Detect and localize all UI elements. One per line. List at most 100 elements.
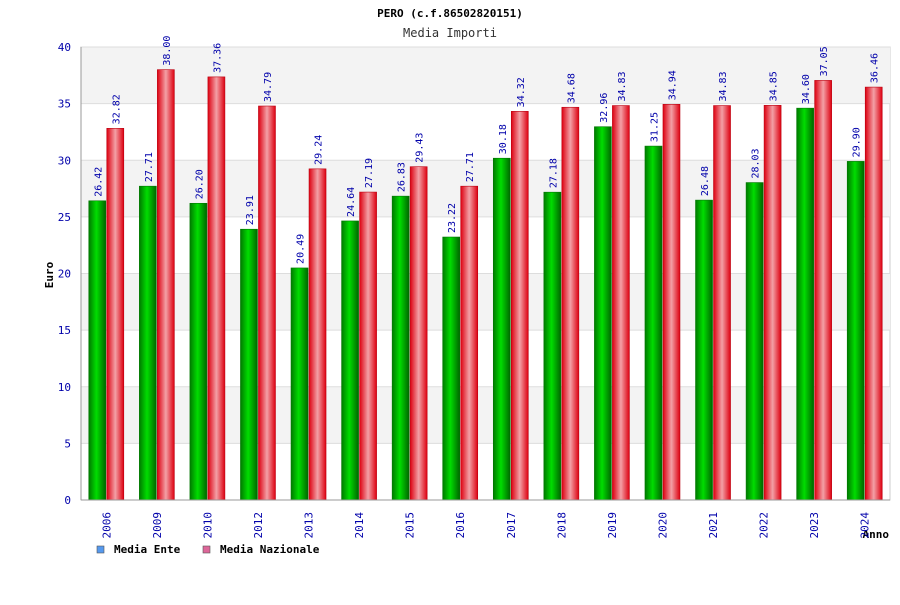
legend-swatch-media-nazionale	[202, 545, 211, 554]
bar-media-nazionale	[662, 104, 681, 501]
data-label-media-nazionale: 34.85	[769, 71, 780, 101]
x-tick-label: 2015	[404, 512, 417, 539]
bar-media-nazionale	[359, 191, 377, 501]
bar-media-ente	[88, 200, 107, 501]
bar-media-ente	[543, 191, 562, 501]
bar-media-nazionale	[157, 69, 175, 501]
bar-media-ente	[695, 199, 713, 501]
data-label-media-ente: 27.18	[548, 158, 559, 188]
x-tick-label: 2010	[201, 512, 214, 539]
data-label-media-ente: 26.48	[700, 166, 711, 196]
data-label-media-nazionale: 34.79	[263, 72, 274, 102]
legend: Media Ente Media Nazionale	[96, 543, 320, 556]
x-tick-label: 2012	[252, 512, 265, 539]
y-tick-label: 35	[58, 98, 71, 111]
data-label-media-nazionale: 37.36	[212, 43, 223, 73]
data-label-media-ente: 29.90	[852, 127, 863, 157]
data-label-media-nazionale: 34.83	[718, 71, 729, 101]
data-label-media-nazionale: 32.82	[111, 94, 122, 124]
data-label-media-ente: 31.25	[649, 112, 660, 142]
x-tick-label: 2020	[656, 512, 669, 539]
bar-media-ente	[341, 220, 359, 501]
x-tick-label: 2019	[606, 512, 619, 539]
data-label-media-nazionale: 34.68	[566, 73, 577, 103]
data-label-media-nazionale: 36.46	[870, 53, 881, 83]
bar-media-nazionale	[612, 105, 630, 501]
bar-media-nazionale	[409, 166, 428, 501]
x-axis-label: Anno	[863, 528, 890, 541]
data-label-media-ente: 23.91	[245, 195, 256, 225]
data-label-media-nazionale: 27.19	[364, 158, 375, 188]
x-tick-label: 2009	[151, 512, 164, 539]
y-axis-label: Euro	[43, 261, 56, 288]
x-tick-label: 2013	[303, 512, 316, 539]
bar-media-ente	[492, 157, 511, 501]
bar-media-ente	[846, 161, 865, 501]
x-tick-label: 2021	[707, 512, 720, 539]
bar-media-ente	[796, 107, 814, 501]
data-label-media-ente: 34.60	[801, 74, 812, 104]
bar-media-nazionale	[510, 111, 529, 501]
data-label-media-nazionale: 29.24	[314, 135, 325, 165]
legend-swatch-media-ente	[96, 545, 105, 554]
legend-label-media-ente: Media Ente	[114, 543, 181, 556]
data-label-media-nazionale: 29.43	[415, 133, 426, 163]
bar-media-nazionale	[814, 80, 832, 501]
y-tick-label: 15	[58, 324, 71, 337]
x-tick-label: 2023	[808, 512, 821, 539]
data-label-media-nazionale: 27.71	[465, 152, 476, 182]
data-label-media-ente: 20.49	[296, 234, 307, 264]
x-tick-label: 2018	[555, 512, 568, 539]
bar-media-ente	[442, 236, 461, 501]
x-tick-label: 2006	[100, 512, 113, 539]
data-label-media-ente: 26.20	[194, 169, 205, 199]
data-label-media-ente: 26.83	[397, 162, 408, 192]
x-tick-label: 2024	[859, 512, 872, 539]
x-tick-label: 2014	[353, 512, 366, 539]
bar-media-nazionale	[864, 86, 883, 501]
data-label-media-ente: 32.96	[599, 93, 610, 123]
data-label-media-ente: 24.64	[346, 187, 357, 217]
data-label-media-ente: 23.22	[447, 203, 458, 233]
y-tick-label: 10	[58, 381, 71, 394]
bar-media-nazionale	[207, 76, 226, 501]
x-tick-label: 2017	[505, 512, 518, 539]
bar-media-ente	[745, 182, 764, 501]
y-tick-label: 5	[64, 437, 71, 450]
y-tick-label: 30	[58, 154, 71, 167]
y-tick-label: 25	[58, 211, 71, 224]
data-label-media-nazionale: 34.83	[617, 71, 628, 101]
bar-media-nazionale	[713, 105, 731, 501]
y-tick-label: 20	[58, 268, 71, 281]
bar-media-nazionale	[763, 105, 782, 501]
plot-area: 0 5 10 15 20 25 30 35 40 26.42 32.82 2006 27.71 38.00…	[58, 36, 891, 539]
bar-media-nazionale	[258, 105, 276, 501]
data-label-media-nazionale: 34.32	[516, 77, 527, 107]
data-label-media-nazionale: 34.94	[667, 70, 678, 100]
data-label-media-ente: 26.42	[93, 167, 104, 197]
legend-label-media-nazionale: Media Nazionale	[220, 543, 320, 556]
bar-media-ente	[644, 145, 663, 501]
data-label-media-ente: 28.03	[751, 148, 762, 178]
bar-media-ente	[594, 126, 612, 501]
data-label-media-ente: 30.18	[498, 124, 509, 154]
y-tick-label: 0	[64, 494, 71, 507]
bar-media-ente	[189, 202, 208, 501]
data-label-media-nazionale: 38.00	[162, 36, 173, 66]
bar-media-nazionale	[561, 106, 580, 501]
chart-title: PERO (c.f.86502820151)	[377, 7, 523, 20]
bar-media-ente	[240, 228, 258, 501]
data-label-media-ente: 27.71	[144, 152, 155, 182]
bar-media-ente	[391, 195, 410, 501]
data-label-media-nazionale: 37.05	[819, 46, 830, 76]
bar-media-nazionale	[460, 185, 479, 501]
bar-media-nazionale	[106, 128, 125, 501]
bar-media-nazionale	[308, 168, 327, 501]
bar-media-ente	[290, 267, 309, 501]
chart-subtitle: Media Importi	[403, 26, 497, 40]
bar-media-ente	[139, 185, 157, 501]
y-tick-label: 40	[58, 41, 71, 54]
x-tick-label: 2016	[454, 512, 467, 539]
